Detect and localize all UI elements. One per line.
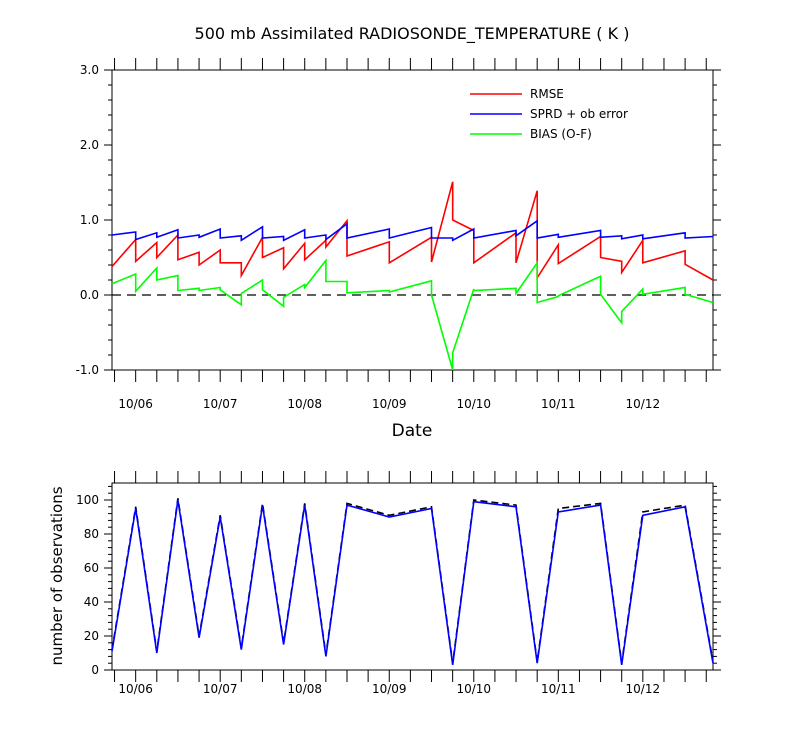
legend-label-2: BIAS (O-F) <box>530 127 592 141</box>
bottom-xtick-label: 10/07 <box>203 682 238 696</box>
y-axis-label-observations: number of observations <box>48 486 66 665</box>
bottom-ytick-label: 0 <box>91 663 99 677</box>
top-ytick-label: -1.0 <box>76 363 99 377</box>
top-xtick-label: 10/06 <box>118 397 153 411</box>
bottom-xtick-label: 10/08 <box>287 682 322 696</box>
top-panel: -1.0 0.0 1.0 2.0 3.0 10/06 10/07 10/08 10/09 10/… <box>76 58 721 411</box>
bottom-plot-frame <box>111 482 714 671</box>
bottom-ytick-label: 40 <box>84 595 99 609</box>
chart-title: 500 mb Assimilated RADIOSONDE_TEMPERATUR… <box>195 24 630 44</box>
top-ytick-label: 0.0 <box>80 288 99 302</box>
top-xtick-label: 10/10 <box>456 397 491 411</box>
legend-label-0: RMSE <box>530 87 564 101</box>
bottom-ytick-label: 100 <box>76 493 99 507</box>
top-xtick-label: 10/08 <box>287 397 322 411</box>
legend: RMSE SPRD + ob error BIAS (O-F) <box>470 87 628 141</box>
top-ytick-label: 1.0 <box>80 213 99 227</box>
legend-label-1: SPRD + ob error <box>530 107 628 121</box>
bottom-xtick-label: 10/11 <box>541 682 576 696</box>
top-xtick-label: 10/09 <box>372 397 407 411</box>
bottom-xtick-label: 10/06 <box>118 682 153 696</box>
bottom-ytick-label: 60 <box>84 561 99 575</box>
bottom-panel: 0 20 40 60 80 100 10/06 10/07 10/08 10/09 10/10 10… <box>76 471 721 696</box>
bottom-series-line-observations-used <box>111 499 714 666</box>
x-axis-label: Date <box>392 421 433 441</box>
bottom-series-line-observations-possible <box>111 498 714 664</box>
top-xtick-label: 10/07 <box>203 397 238 411</box>
bottom-ytick-label: 20 <box>84 629 99 643</box>
bottom-xtick-label: 10/12 <box>626 682 661 696</box>
bottom-ytick-label: 80 <box>84 527 99 541</box>
top-series-line-rmse <box>111 181 714 281</box>
bottom-xtick-label: 10/10 <box>456 682 491 696</box>
top-ytick-label: 3.0 <box>80 63 99 77</box>
top-series-line-sprd-ob-error <box>111 219 714 242</box>
bottom-xtick-label: 10/09 <box>372 682 407 696</box>
top-series-line-bias-o-f <box>111 258 714 371</box>
top-ytick-label: 2.0 <box>80 138 99 152</box>
top-xtick-label: 10/11 <box>541 397 576 411</box>
top-xtick-label: 10/12 <box>626 397 661 411</box>
